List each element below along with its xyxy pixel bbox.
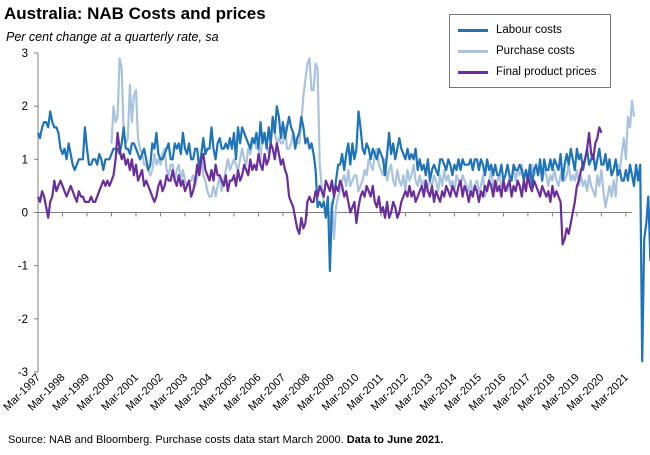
series-line-labour bbox=[36, 105, 650, 363]
source-text: Source: NAB and Bloomberg. Purchase cost… bbox=[8, 434, 344, 446]
y-tick-label: 1 bbox=[22, 154, 28, 166]
y-tick-label: -2 bbox=[18, 314, 28, 326]
legend-label-final: Final product prices bbox=[496, 66, 597, 78]
source-bold: Data to June 2021. bbox=[346, 434, 444, 446]
y-tick-label: 0 bbox=[22, 208, 28, 220]
legend-label-purchase: Purchase costs bbox=[496, 45, 575, 57]
legend-item-labour: Labour costs bbox=[458, 21, 562, 39]
chart-legend: Labour costs Purchase costs Final produc… bbox=[449, 14, 611, 88]
y-tick-label: 3 bbox=[22, 48, 28, 60]
source-note: Source: NAB and Bloomberg. Purchase cost… bbox=[8, 434, 443, 446]
y-tick-label: -1 bbox=[18, 261, 28, 273]
chart-title: Australia: NAB Costs and prices bbox=[4, 4, 266, 23]
legend-swatch-labour bbox=[458, 28, 488, 32]
legend-item-final: Final product prices bbox=[458, 63, 596, 81]
legend-label-labour: Labour costs bbox=[496, 24, 562, 36]
legend-item-purchase: Purchase costs bbox=[458, 42, 575, 60]
legend-swatch-purchase bbox=[458, 49, 488, 53]
chart-subtitle: Per cent change at a quarterly rate, sa bbox=[6, 30, 219, 44]
y-tick-label: 2 bbox=[22, 101, 28, 113]
series-line-final bbox=[36, 126, 603, 246]
legend-swatch-final bbox=[458, 70, 488, 74]
y-tick-label: -3 bbox=[18, 367, 28, 379]
